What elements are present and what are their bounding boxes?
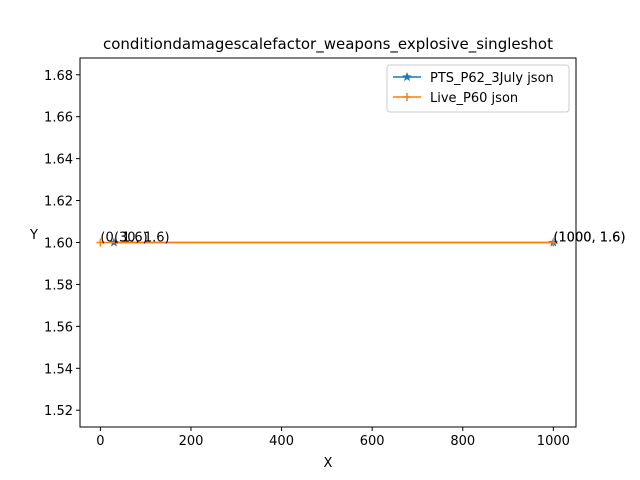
y-tick-label: 1.62 <box>44 195 73 210</box>
y-tick-label: 1.54 <box>44 362 73 377</box>
chart-title: conditiondamagescalefactor_weapons_explo… <box>103 35 553 54</box>
legend-label-0: PTS_P62_3July json <box>430 71 554 86</box>
point-annotation: (1000, 1.6) <box>553 231 625 246</box>
point-annotation: (30, 1.6) <box>114 231 170 246</box>
y-tick-label: 1.58 <box>44 278 73 293</box>
x-tick-label: 400 <box>269 434 294 449</box>
y-tick-label: 1.60 <box>44 237 73 252</box>
y-tick-label: 1.66 <box>44 111 73 126</box>
y-axis-label: Y <box>29 228 38 243</box>
plot-frame <box>79 57 577 428</box>
series-1-point <box>96 238 105 247</box>
x-tick-label: 1000 <box>537 434 570 449</box>
x-tick-label: 600 <box>360 434 385 449</box>
y-tick-label: 1.52 <box>44 404 73 419</box>
series-1-point <box>549 238 558 247</box>
y-tick-label: 1.68 <box>44 69 73 84</box>
legend-marker-1 <box>403 93 411 101</box>
point-annotation: (1000, 1.6) <box>553 231 625 246</box>
legend: PTS_P62_3July json Live_P60 json <box>386 64 570 113</box>
x-tick-label: 0 <box>96 434 104 449</box>
x-tick-label: 200 <box>179 434 204 449</box>
point-annotation: (0, 1.6) <box>100 231 147 246</box>
legend-label-1: Live_P60 json <box>430 91 518 106</box>
y-tick-label: 1.64 <box>44 153 73 168</box>
x-axis-label: X <box>324 456 333 471</box>
x-tick-label: 800 <box>450 434 475 449</box>
legend-marker-0 <box>402 71 412 82</box>
y-tick-label: 1.56 <box>44 320 73 335</box>
legend-box <box>386 64 570 113</box>
